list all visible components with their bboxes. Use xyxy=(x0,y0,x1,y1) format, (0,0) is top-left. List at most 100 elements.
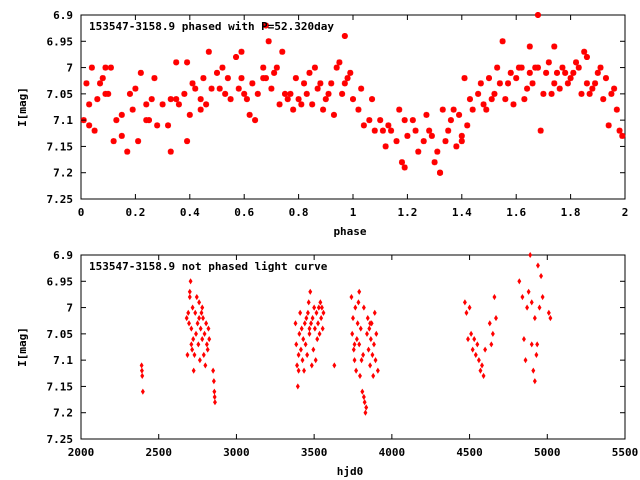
data-point xyxy=(470,346,475,353)
data-point xyxy=(600,96,607,103)
data-point xyxy=(523,357,528,364)
data-point xyxy=(361,304,366,311)
data-point xyxy=(200,304,205,311)
data-point xyxy=(306,69,313,76)
data-point xyxy=(107,64,114,71)
data-point xyxy=(151,75,158,82)
x-tick-label: 4500 xyxy=(456,446,483,459)
data-point xyxy=(187,320,191,327)
data-point xyxy=(365,315,370,322)
data-point xyxy=(296,367,301,374)
data-point xyxy=(184,59,191,66)
data-point xyxy=(513,75,520,82)
data-point xyxy=(502,96,509,103)
data-point xyxy=(370,351,375,358)
x-tick-label: 0.2 xyxy=(125,206,145,219)
data-point xyxy=(548,315,553,322)
data-point xyxy=(556,85,563,92)
data-point xyxy=(526,288,531,295)
chart-title: 153547-3158.9 not phased light curve xyxy=(89,260,328,273)
data-point xyxy=(447,117,454,124)
data-point xyxy=(510,101,517,108)
data-point xyxy=(295,383,300,390)
data-point xyxy=(540,294,545,301)
x-tick-label: 2000 xyxy=(68,446,95,459)
y-tick-label: 6.95 xyxy=(47,35,74,48)
data-point xyxy=(475,90,482,97)
data-point xyxy=(583,54,590,61)
plot-frame xyxy=(80,254,626,440)
data-point xyxy=(328,80,335,87)
data-point xyxy=(365,330,369,337)
data-point xyxy=(227,96,234,103)
data-point xyxy=(473,351,478,358)
data-point xyxy=(205,48,212,55)
data-point xyxy=(303,341,308,348)
data-point xyxy=(379,127,386,134)
data-point xyxy=(302,320,307,327)
data-point xyxy=(102,64,109,71)
data-point xyxy=(243,96,250,103)
data-point xyxy=(319,315,324,322)
data-point xyxy=(586,90,593,97)
data-point xyxy=(532,378,537,385)
data-point xyxy=(262,22,269,29)
x-tick-label: 0 xyxy=(78,206,85,219)
y-tick-label: 7.1 xyxy=(53,114,73,127)
data-point xyxy=(481,372,486,379)
data-point xyxy=(191,336,196,343)
data-point xyxy=(314,309,319,316)
data-point xyxy=(316,320,320,327)
data-point xyxy=(118,111,125,118)
data-point xyxy=(260,64,267,71)
data-point xyxy=(309,362,314,369)
data-point xyxy=(464,122,471,129)
data-point xyxy=(616,127,623,134)
data-point xyxy=(86,101,93,108)
data-point xyxy=(597,64,604,71)
data-point xyxy=(611,85,618,92)
data-point xyxy=(203,362,208,369)
data-point xyxy=(423,111,430,118)
chart-title: 153547-3158.9 phased with P=52.320day xyxy=(89,20,334,33)
data-point xyxy=(347,69,354,76)
data-point xyxy=(442,138,449,145)
data-point xyxy=(467,304,472,311)
data-point xyxy=(139,367,144,374)
data-point xyxy=(461,75,468,82)
data-point xyxy=(535,341,540,348)
data-point xyxy=(359,357,364,364)
data-point xyxy=(581,48,588,55)
data-point xyxy=(515,64,522,71)
data-point xyxy=(305,351,310,358)
data-point xyxy=(350,330,355,337)
data-point xyxy=(355,106,362,113)
data-point xyxy=(526,69,533,76)
data-point xyxy=(475,341,480,348)
data-point xyxy=(619,132,626,139)
data-point xyxy=(358,372,362,379)
data-point xyxy=(282,90,288,97)
data-point xyxy=(188,278,193,285)
data-point xyxy=(358,325,363,332)
data-point xyxy=(499,38,506,45)
data-point xyxy=(592,80,599,87)
x-axis-label: phase xyxy=(333,225,366,238)
data-point xyxy=(352,357,357,364)
data-point xyxy=(428,132,435,139)
data-point xyxy=(83,80,90,87)
data-point xyxy=(224,75,231,82)
data-point xyxy=(190,346,195,353)
data-point xyxy=(368,362,373,369)
data-point xyxy=(194,330,198,337)
data-point xyxy=(466,336,470,343)
data-point xyxy=(368,320,373,327)
data-point xyxy=(531,367,536,374)
data-point xyxy=(522,336,526,343)
data-point xyxy=(350,96,356,103)
data-point xyxy=(143,101,150,108)
x-tick-label: 1.4 xyxy=(452,206,472,219)
data-point xyxy=(197,315,202,322)
data-point xyxy=(388,127,395,134)
data-point xyxy=(238,75,245,82)
